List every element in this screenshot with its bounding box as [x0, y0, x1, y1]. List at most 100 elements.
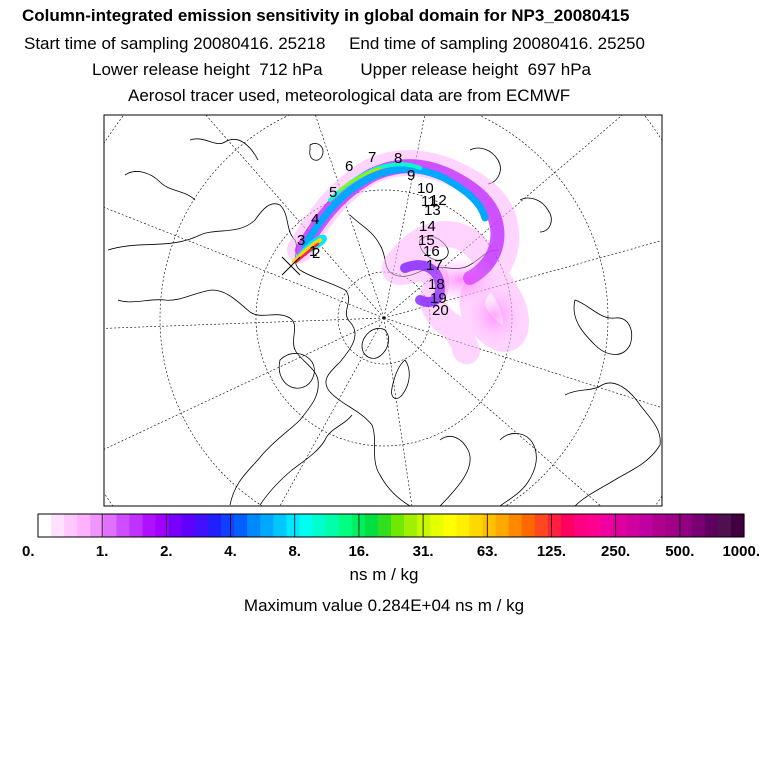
- colorbar-frame: [37, 513, 745, 538]
- colorbar-cell: [64, 514, 78, 537]
- trajectory-label: 17: [426, 257, 443, 274]
- trajectory-label: 4: [311, 211, 319, 228]
- colorbar-cell: [443, 514, 457, 537]
- trajectory-label: 2: [312, 245, 320, 262]
- colorbar-tick-label: 63.: [477, 543, 498, 560]
- colorbar-cell: [312, 514, 327, 537]
- colorbar-tick-label: 2.: [160, 543, 173, 560]
- plot-title: Column-integrated emission sensitivity i…: [22, 6, 630, 25]
- map-frame: [103, 114, 663, 507]
- colorbar-cell: [495, 514, 510, 537]
- colorbar-cell: [90, 514, 104, 537]
- colorbar-cell: [665, 514, 680, 537]
- trajectory-label: 14: [419, 218, 436, 235]
- trajectory-label: 6: [345, 158, 353, 175]
- colorbar-cell: [521, 514, 536, 537]
- colorbar-cell: [194, 514, 209, 537]
- colorbar-cell: [639, 514, 654, 537]
- colorbar-tick-label: 125.: [537, 543, 566, 560]
- colorbar-cell: [181, 514, 196, 537]
- colorbar-tick-label: 16.: [348, 543, 369, 560]
- colorbar-cell: [652, 514, 667, 537]
- colorbar-cell: [77, 514, 91, 537]
- colorbar-cell: [364, 514, 379, 537]
- trajectory-label: 3: [297, 232, 305, 249]
- colorbar-cell: [456, 514, 471, 537]
- colorbar-cell: [325, 514, 340, 537]
- trajectory-label: 9: [407, 167, 415, 184]
- colorbar-cell: [508, 514, 523, 537]
- colorbar-cell: [38, 514, 52, 537]
- colorbar-tick-label: 8.: [288, 543, 301, 560]
- colorbar-cell: [534, 514, 549, 537]
- trajectory-label: 13: [424, 202, 441, 219]
- colorbar-dividers: [101, 514, 681, 537]
- colorbar-cell: [260, 514, 274, 537]
- colorbar-cell: [391, 514, 405, 537]
- sampling-times: Start time of sampling 20080416. 25218 E…: [24, 34, 645, 53]
- colorbar-cell: [600, 514, 614, 537]
- colorbar-tick-label: 0.: [22, 543, 35, 560]
- colorbar-cell: [469, 514, 484, 537]
- colorbar-cell: [116, 514, 131, 537]
- release-heights: Lower release height 712 hPa Upper relea…: [92, 60, 591, 79]
- trajectory-label: 8: [394, 150, 402, 167]
- colorbar-tick-label: 500.: [665, 543, 694, 560]
- colorbar-cell: [207, 514, 222, 537]
- trajectory-label: 18: [428, 276, 445, 293]
- colorbar-cell: [547, 514, 562, 537]
- sensitivity-field: [287, 150, 529, 365]
- colorbar-cell: [482, 514, 497, 537]
- colorbar-tick-label: 31.: [413, 543, 434, 560]
- trajectory-label: 19: [430, 290, 447, 307]
- colorbar-cell: [691, 514, 706, 537]
- trajectory-label: 10: [417, 180, 434, 197]
- colorbar-tick-label: 1000.: [722, 543, 760, 560]
- colorbar-cell: [574, 514, 588, 537]
- colorbar-cell: [247, 514, 261, 537]
- trajectory-label: 1: [309, 243, 317, 260]
- colorbar-cell: [155, 514, 170, 537]
- colorbar-cell: [51, 514, 65, 537]
- trajectory-label: 5: [329, 184, 337, 201]
- maximum-value: Maximum value 0.284E+04 ns m / kg: [243, 596, 525, 615]
- colorbar-tick-labels: 0. 1. 2. 4. 8. 16. 31. 63. 125. 250. 500. 1000.: [22, 543, 760, 560]
- colorbar-cell: [221, 514, 235, 537]
- colorbar-cells: [38, 514, 745, 537]
- colorbar-cell: [717, 514, 732, 537]
- colorbar-cell: [286, 514, 301, 537]
- colorbar-cell: [338, 514, 353, 537]
- colorbar-cell: [417, 514, 431, 537]
- colorbar-cell: [103, 514, 118, 537]
- meridians: [104, 115, 662, 506]
- colorbar-cell: [299, 514, 314, 537]
- colorbar-cell: [273, 514, 287, 537]
- trajectory-label: 15: [418, 232, 435, 249]
- colorbar-cell: [377, 514, 392, 537]
- colorbar-tick-label: 1.: [96, 543, 109, 560]
- colorbar-cell: [626, 514, 640, 537]
- colorbar-tick-label: 4.: [224, 543, 237, 560]
- colorbar-cell: [587, 514, 601, 537]
- colorbar-cell: [129, 514, 144, 537]
- tracer-info: Aerosol tracer used, meteorological data…: [128, 86, 571, 105]
- colorbar-unit-label: ns m / kg: [349, 565, 419, 584]
- colorbar-cell: [704, 514, 719, 537]
- trajectory-label: 7: [368, 149, 376, 166]
- colorbar-cell: [613, 514, 627, 537]
- colorbar-cell: [560, 514, 575, 537]
- release-point-marker: [281, 256, 301, 276]
- colorbar-cell: [430, 514, 444, 537]
- colorbar-cell: [142, 514, 157, 537]
- colorbar-cell: [678, 514, 693, 537]
- trajectory-label: 11: [421, 193, 437, 210]
- colorbar-cell: [234, 514, 248, 537]
- trajectory-label: 20: [432, 302, 449, 319]
- trajectory-label: 12: [430, 192, 447, 209]
- colorbar-cell: [730, 514, 745, 537]
- trajectory-label: 16: [423, 243, 440, 260]
